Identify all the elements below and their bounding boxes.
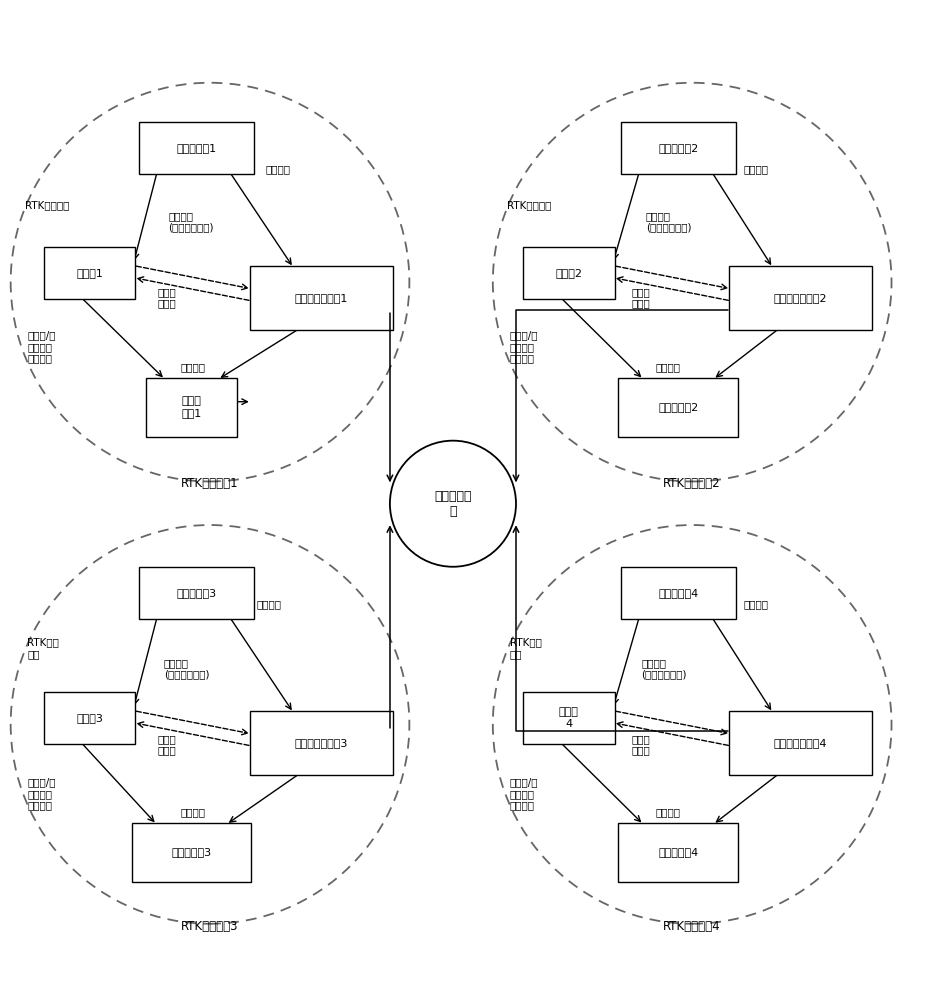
Text: 位置信息: 位置信息 <box>180 362 206 372</box>
Text: 参考站调度中心3: 参考站调度中心3 <box>295 738 348 748</box>
Text: RTK观测数据: RTK观测数据 <box>24 200 69 210</box>
Text: 固定参考站4: 固定参考站4 <box>658 588 698 598</box>
Text: 流动站/即
时参考站
模式切换: 流动站/即 时参考站 模式切换 <box>510 777 538 811</box>
FancyBboxPatch shape <box>146 378 237 437</box>
FancyBboxPatch shape <box>139 567 254 619</box>
FancyBboxPatch shape <box>618 378 738 437</box>
Text: RTK观测
数据: RTK观测 数据 <box>510 638 541 659</box>
Text: RTK观测数据: RTK观测数据 <box>507 200 551 210</box>
Text: 位置信息: 位置信息 <box>743 599 768 609</box>
FancyBboxPatch shape <box>729 711 872 775</box>
Text: 位置信息: 位置信息 <box>655 807 680 817</box>
FancyBboxPatch shape <box>620 122 736 174</box>
Text: 固定参考站2: 固定参考站2 <box>658 143 698 153</box>
FancyBboxPatch shape <box>523 247 615 299</box>
Text: 即时参
考站1: 即时参 考站1 <box>181 396 202 418</box>
Text: 流动站/即
时参考站
模式切换: 流动站/即 时参考站 模式切换 <box>510 330 538 364</box>
Text: RTK蜂稝小区2: RTK蜂稝小区2 <box>663 477 721 490</box>
Text: 粗定位值
(伪距单点定位): 粗定位值 (伪距单点定位) <box>641 658 686 680</box>
Text: 流动站/即
时参考站
模式切换: 流动站/即 时参考站 模式切换 <box>27 777 56 811</box>
FancyBboxPatch shape <box>132 823 251 882</box>
Text: 流动站/即
时参考站
模式切换: 流动站/即 时参考站 模式切换 <box>27 330 56 364</box>
Text: 位置信息: 位置信息 <box>266 164 291 174</box>
Text: 位置信息: 位置信息 <box>655 362 680 372</box>
Circle shape <box>390 441 516 567</box>
Text: 位置信息: 位置信息 <box>743 164 768 174</box>
FancyBboxPatch shape <box>618 823 738 882</box>
Text: RTK蜂稝小区1: RTK蜂稝小区1 <box>181 477 239 490</box>
FancyBboxPatch shape <box>523 692 615 744</box>
Text: 位置信息: 位置信息 <box>180 807 206 817</box>
FancyBboxPatch shape <box>44 247 136 299</box>
Text: 集中控制中
心: 集中控制中 心 <box>434 490 472 518</box>
Text: 流动站
4: 流动站 4 <box>559 707 578 729</box>
FancyBboxPatch shape <box>729 266 872 330</box>
Text: RTK蜂稝小区3: RTK蜂稝小区3 <box>181 920 239 933</box>
Text: 固定参考站1: 固定参考站1 <box>176 143 216 153</box>
Text: 参考站调度中心4: 参考站调度中心4 <box>774 738 828 748</box>
Text: 粗定位值
(伪距单点定位): 粗定位值 (伪距单点定位) <box>168 211 214 233</box>
FancyBboxPatch shape <box>139 122 254 174</box>
Text: 即时参考站4: 即时参考站4 <box>658 847 698 857</box>
Text: RTK蜂稝小区4: RTK蜂稝小区4 <box>663 920 721 933</box>
Text: 粗定位值
(伪距单点定位): 粗定位值 (伪距单点定位) <box>164 658 209 680</box>
Text: RTK观测
数据: RTK观测 数据 <box>27 638 60 659</box>
Text: 流动站1: 流动站1 <box>76 268 103 278</box>
Text: 流动站2: 流动站2 <box>555 268 582 278</box>
Text: 参考站调度中心1: 参考站调度中心1 <box>295 293 348 303</box>
Text: 配对的
参考站: 配对的 参考站 <box>631 287 651 309</box>
Text: 候选参
考站群: 候选参 考站群 <box>631 734 651 756</box>
Text: 参考站调度中心2: 参考站调度中心2 <box>774 293 828 303</box>
FancyBboxPatch shape <box>250 711 392 775</box>
Text: 位置信息: 位置信息 <box>257 599 282 609</box>
FancyBboxPatch shape <box>250 266 392 330</box>
Text: 即时参考站2: 即时参考站2 <box>658 402 698 412</box>
FancyBboxPatch shape <box>620 567 736 619</box>
Text: 候选参
考站群: 候选参 考站群 <box>157 734 176 756</box>
Text: 即时参考站3: 即时参考站3 <box>171 847 211 857</box>
Text: 固定参考站3: 固定参考站3 <box>176 588 216 598</box>
Text: 配对的
参考站: 配对的 参考站 <box>157 287 176 309</box>
FancyBboxPatch shape <box>44 692 136 744</box>
Text: 流动站3: 流动站3 <box>76 713 103 723</box>
Text: 粗定位值
(伪距单点定位): 粗定位值 (伪距单点定位) <box>645 211 691 233</box>
